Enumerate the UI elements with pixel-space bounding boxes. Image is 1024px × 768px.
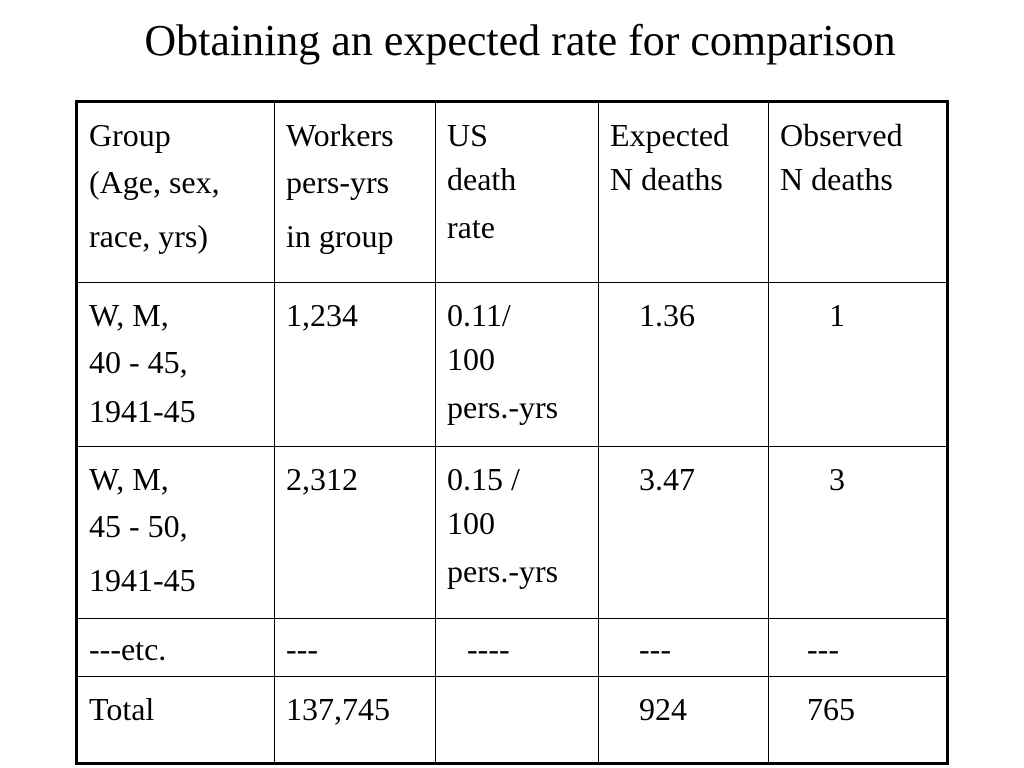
table-row: W, M, 40 - 45, 1941-45 1,234 0.11/ 100 p… (76, 282, 948, 447)
cell-rate: 0.15 / 100 pers.-yrs (435, 446, 599, 619)
cell-group: Total (76, 676, 275, 764)
cell-rate-line: 100 (447, 341, 495, 377)
cell-expected-value: --- (639, 631, 671, 667)
cell-observed-value: 3 (829, 461, 845, 497)
table-row: W, M, 45 - 50, 1941-45 2,312 0.15 / 100 … (76, 446, 948, 619)
header-observed-line: N deaths (780, 161, 893, 197)
cell-observed-value: 765 (807, 691, 855, 727)
header-group-line: race, yrs) (89, 218, 209, 254)
cell-group-line: W, M, (89, 297, 169, 333)
cell-rate-line: pers.-yrs (447, 553, 559, 589)
cell-observed: 765 (768, 676, 948, 764)
header-workers: Workers pers-yrs in group (274, 101, 436, 283)
header-observed-line: Observed (780, 117, 903, 153)
cell-observed: 1 (768, 282, 948, 447)
slide-title: Obtaining an expected rate for compariso… (144, 16, 896, 65)
cell-workers-value: 1,234 (286, 297, 358, 333)
cell-expected: 3.47 (598, 446, 769, 619)
cell-rate: 0.11/ 100 pers.-yrs (435, 282, 599, 447)
header-expected-deaths: Expected N deaths (598, 101, 769, 283)
cell-expected: 924 (598, 676, 769, 764)
cell-group-line: 45 - 50, (89, 508, 188, 544)
cell-workers-value: 137,745 (286, 691, 390, 727)
cell-observed-value: 1 (829, 297, 845, 333)
header-group-line: (Age, sex, (89, 164, 220, 200)
cell-workers-value: --- (286, 631, 318, 667)
cell-group-line: Total (89, 691, 155, 727)
cell-group-line: 1941-45 (89, 562, 196, 598)
cell-group-line: W, M, (89, 461, 169, 497)
cell-rate-line: pers.-yrs (447, 389, 559, 425)
header-workers-line: in group (286, 218, 394, 254)
cell-workers: --- (274, 618, 436, 677)
cell-workers-value: 2,312 (286, 461, 358, 497)
header-rate-line: death (447, 161, 517, 197)
header-group: Group (Age, sex, race, yrs) (76, 101, 275, 283)
header-rate-line: rate (447, 209, 495, 245)
cell-expected-value: 3.47 (639, 461, 695, 497)
cell-rate-line: 0.15 / (447, 461, 520, 497)
cell-workers: 1,234 (274, 282, 436, 447)
cell-expected-value: 1.36 (639, 297, 695, 333)
cell-group: ---etc. (76, 618, 275, 677)
cell-observed-value: --- (807, 631, 839, 667)
cell-observed: 3 (768, 446, 948, 619)
cell-rate-line: 100 (447, 505, 495, 541)
cell-group-line: 40 - 45, (89, 344, 188, 380)
cell-observed: --- (768, 618, 948, 677)
table-row-total: Total 137,745 924 765 (76, 676, 948, 764)
cell-workers: 2,312 (274, 446, 436, 619)
cell-expected: 1.36 (598, 282, 769, 447)
cell-rate-line: ---- (467, 631, 510, 667)
cell-expected-value: 924 (639, 691, 687, 727)
cell-workers: 137,745 (274, 676, 436, 764)
header-workers-line: pers-yrs (286, 164, 390, 200)
table-header-row: Group (Age, sex, race, yrs) Workers pers… (76, 101, 948, 283)
cell-expected: --- (598, 618, 769, 677)
comparison-table: Group (Age, sex, race, yrs) Workers pers… (75, 100, 949, 765)
cell-group-line: ---etc. (89, 631, 167, 667)
cell-group-line: 1941-45 (89, 393, 196, 429)
header-expected-line: N deaths (610, 161, 723, 197)
table-row: ---etc. --- ---- --- --- (76, 618, 948, 677)
header-observed-deaths: Observed N deaths (768, 101, 948, 283)
cell-rate-line: 0.11/ (447, 297, 511, 333)
header-group-line: Group (89, 117, 171, 153)
header-expected-line: Expected (610, 117, 730, 153)
header-rate-line: US (447, 117, 488, 153)
header-workers-line: Workers (286, 117, 394, 153)
cell-rate: ---- (435, 618, 599, 677)
header-us-death-rate: US death rate (435, 101, 599, 283)
cell-group: W, M, 40 - 45, 1941-45 (76, 282, 275, 447)
cell-group: W, M, 45 - 50, 1941-45 (76, 446, 275, 619)
cell-rate (435, 676, 599, 764)
